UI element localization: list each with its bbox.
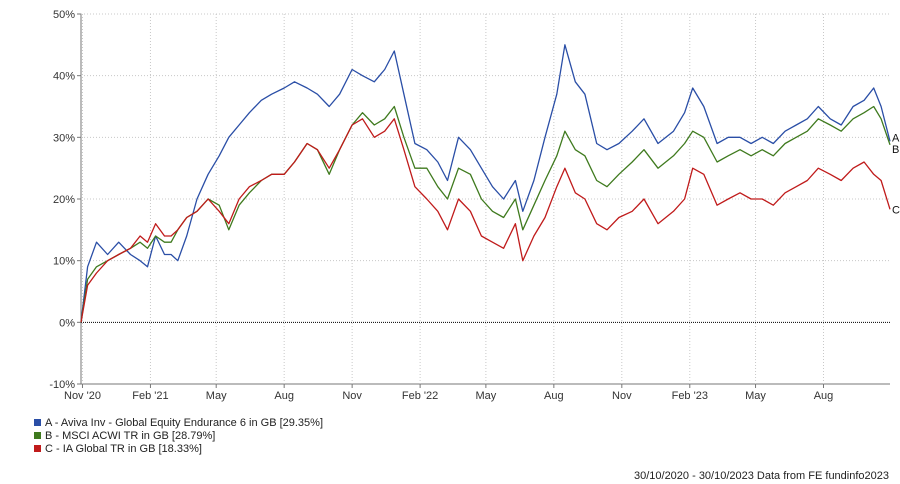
legend-item-c: C - IA Global TR in GB [18.33%] (34, 442, 323, 455)
x-tick-label: May (475, 390, 496, 402)
y-tick-label: 50% (53, 9, 75, 21)
series-end-label-b: B (892, 144, 899, 156)
x-tick-label: Feb '23 (672, 390, 708, 402)
x-axis-ticks: Nov '20 Feb '21 May Aug Nov Feb '22 May Aug Nov F… (64, 384, 833, 402)
legend-swatch (34, 445, 41, 452)
legend-label: A - Aviva Inv - Global Equity Endurance … (45, 416, 324, 429)
y-tick-label: 20% (53, 194, 75, 206)
x-tick-label: Nov (342, 390, 362, 402)
legend: A - Aviva Inv - Global Equity Endurance … (34, 416, 323, 455)
performance-line-chart: -10% 0% 10% 20% 30% 40% 50% Nov '20 Feb '21 May A… (49, 9, 900, 402)
x-tick-label: May (745, 390, 766, 402)
legend-item-a: A - Aviva Inv - Global Equity Endurance … (34, 416, 323, 429)
legend-label: C - IA Global TR in GB [18.33%] (45, 442, 202, 455)
x-tick-label: Feb '22 (402, 390, 438, 402)
footer-date-range-source: 30/10/2020 - 30/10/2023 Data from FE fun… (633, 470, 889, 482)
series-end-label-c: C (892, 204, 900, 216)
x-tick-label: Aug (544, 390, 564, 402)
y-tick-label: 0% (59, 317, 75, 329)
legend-item-b: B - MSCI ACWI TR in GB [28.79%] (34, 429, 323, 442)
y-tick-label: 10% (53, 256, 75, 268)
series-line-b (80, 105, 891, 323)
legend-swatch (34, 432, 41, 439)
x-tick-label: Aug (814, 390, 834, 402)
legend-swatch (34, 419, 41, 426)
x-tick-label: May (206, 390, 227, 402)
x-tick-label: Feb '21 (132, 390, 168, 402)
series-lines (80, 44, 891, 323)
x-tick-label: Nov '20 (64, 390, 101, 402)
y-tick-label: -10% (49, 379, 75, 391)
end-labels: AB C (892, 132, 900, 216)
y-axis-ticks: -10% 0% 10% 20% 30% 40% 50% (49, 9, 81, 391)
x-tick-label: Aug (274, 390, 294, 402)
series-line-a (80, 44, 891, 323)
y-tick-label: 30% (53, 132, 75, 144)
series-line-c (80, 118, 891, 323)
x-tick-label: Nov (612, 390, 632, 402)
grid (80, 13, 890, 385)
legend-label: B - MSCI ACWI TR in GB [28.79%] (45, 429, 216, 442)
y-tick-label: 40% (53, 71, 75, 83)
series-end-label-a: A (892, 132, 900, 144)
